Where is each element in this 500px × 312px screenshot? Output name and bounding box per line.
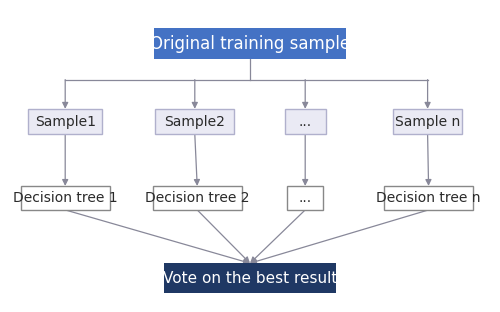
Text: Decision tree 1: Decision tree 1: [13, 191, 118, 205]
Text: Vote on the best result: Vote on the best result: [163, 271, 337, 286]
FancyBboxPatch shape: [155, 109, 234, 134]
FancyBboxPatch shape: [28, 109, 102, 134]
FancyBboxPatch shape: [287, 186, 323, 210]
FancyBboxPatch shape: [384, 186, 473, 210]
Text: Sample1: Sample1: [34, 115, 96, 129]
Text: Original training sample: Original training sample: [150, 35, 350, 53]
FancyBboxPatch shape: [285, 109, 326, 134]
Text: Decision tree n: Decision tree n: [376, 191, 481, 205]
Text: Sample n: Sample n: [395, 115, 460, 129]
FancyBboxPatch shape: [393, 109, 462, 134]
FancyBboxPatch shape: [154, 28, 346, 59]
Text: Decision tree 2: Decision tree 2: [145, 191, 250, 205]
Text: ...: ...: [298, 115, 312, 129]
Text: ...: ...: [298, 191, 312, 205]
FancyBboxPatch shape: [164, 263, 336, 293]
FancyBboxPatch shape: [21, 186, 110, 210]
Text: Sample2: Sample2: [164, 115, 225, 129]
FancyBboxPatch shape: [153, 186, 242, 210]
